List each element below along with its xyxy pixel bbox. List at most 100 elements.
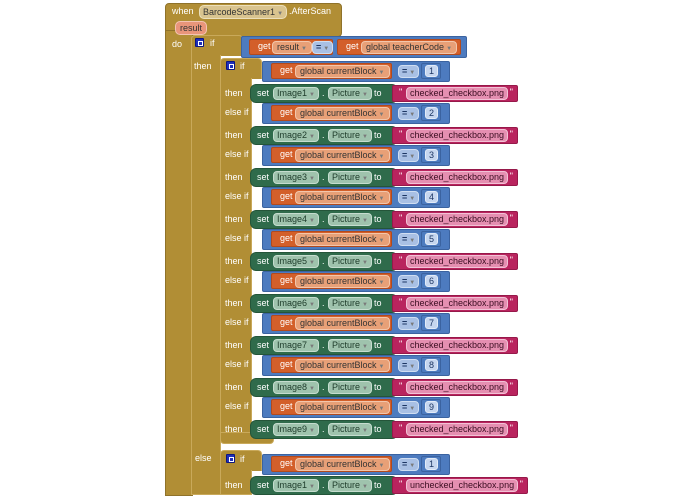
component-dropdown[interactable]: Image3 ▼: [273, 171, 319, 184]
property-dropdown[interactable]: Picture ▼: [328, 213, 372, 226]
property-dropdown[interactable]: Picture ▼: [328, 339, 372, 352]
operator-dropdown[interactable]: = ▼: [398, 317, 420, 330]
operator-dropdown[interactable]: = ▼: [398, 401, 420, 414]
property-dropdown[interactable]: Picture ▼: [328, 479, 372, 492]
text-value[interactable]: checked_checkbox.png: [406, 87, 509, 100]
component-dropdown[interactable]: Image4 ▼: [273, 213, 319, 226]
mutator-gear-icon[interactable]: [195, 38, 204, 47]
operator-dropdown[interactable]: = ▼: [398, 107, 420, 120]
number-block[interactable]: 5: [421, 231, 441, 247]
number-value[interactable]: 8: [425, 359, 439, 371]
operator-dropdown[interactable]: = ▼: [398, 359, 420, 372]
number-block[interactable]: 1: [421, 456, 441, 472]
number-value[interactable]: 7: [425, 317, 439, 329]
mutator-gear-icon[interactable]: [226, 454, 235, 463]
property-dropdown[interactable]: Picture ▼: [328, 129, 372, 142]
text-value[interactable]: checked_checkbox.png: [406, 171, 509, 184]
get-currentblock-block[interactable]: get global currentBlock ▼: [271, 456, 392, 472]
number-value[interactable]: 1: [425, 65, 439, 77]
number-block[interactable]: 2: [421, 105, 441, 121]
get-currentblock-block[interactable]: get global currentBlock ▼: [271, 147, 392, 163]
var-dropdown-currentblock[interactable]: global currentBlock ▼: [295, 458, 390, 471]
text-block[interactable]: " checked_checkbox.png ": [392, 421, 518, 438]
text-block[interactable]: " checked_checkbox.png ": [392, 169, 518, 186]
operator-dropdown[interactable]: = ▼: [398, 233, 420, 246]
text-block[interactable]: " checked_checkbox.png ": [392, 295, 518, 312]
property-dropdown[interactable]: Picture ▼: [328, 423, 372, 436]
text-block[interactable]: " unchecked_checkbox.png ": [392, 477, 528, 494]
var-dropdown-currentblock[interactable]: global currentBlock ▼: [295, 149, 390, 162]
set-property-block[interactable]: set Image6 ▼. Picture ▼ to: [250, 294, 398, 313]
set-property-block[interactable]: set Image7 ▼. Picture ▼ to: [250, 336, 398, 355]
number-value[interactable]: 2: [425, 107, 439, 119]
get-currentblock-block[interactable]: get global currentBlock ▼: [271, 273, 392, 289]
operator-dropdown[interactable]: = ▼: [398, 458, 420, 471]
number-block[interactable]: 3: [421, 147, 441, 163]
text-block[interactable]: " checked_checkbox.png ": [392, 379, 518, 396]
get-teachercode-block[interactable]: get global teacherCode ▼: [337, 39, 461, 55]
component-dropdown[interactable]: Image1 ▼: [273, 479, 319, 492]
number-block[interactable]: 6: [421, 273, 441, 289]
get-currentblock-block[interactable]: get global currentBlock ▼: [271, 189, 392, 205]
set-property-block[interactable]: set Image3 ▼. Picture ▼ to: [250, 168, 398, 187]
set-property-block[interactable]: set Image8 ▼. Picture ▼ to: [250, 378, 398, 397]
var-dropdown-currentblock[interactable]: global currentBlock ▼: [295, 191, 390, 204]
operator-dropdown[interactable]: = ▼: [398, 149, 420, 162]
get-currentblock-block[interactable]: get global currentBlock ▼: [271, 399, 392, 415]
component-dropdown[interactable]: Image2 ▼: [273, 129, 319, 142]
text-value[interactable]: checked_checkbox.png: [406, 423, 509, 436]
var-dropdown-result[interactable]: result ▼: [272, 41, 312, 54]
component-dropdown[interactable]: BarcodeScanner1 ▼: [199, 5, 288, 19]
number-block[interactable]: 1: [421, 63, 441, 79]
number-value[interactable]: 6: [425, 275, 439, 287]
property-dropdown[interactable]: Picture ▼: [328, 297, 372, 310]
property-dropdown[interactable]: Picture ▼: [328, 87, 372, 100]
get-currentblock-block[interactable]: get global currentBlock ▼: [271, 231, 392, 247]
property-dropdown[interactable]: Picture ▼: [328, 381, 372, 394]
text-block[interactable]: " checked_checkbox.png ": [392, 253, 518, 270]
property-dropdown[interactable]: Picture ▼: [328, 171, 372, 184]
component-dropdown[interactable]: Image7 ▼: [273, 339, 319, 352]
number-block[interactable]: 7: [421, 315, 441, 331]
component-dropdown[interactable]: Image5 ▼: [273, 255, 319, 268]
set-property-block[interactable]: set Image1 ▼. Picture ▼ to: [250, 84, 398, 103]
number-value[interactable]: 5: [425, 233, 439, 245]
set-property-block[interactable]: set Image9 ▼. Picture ▼ to: [250, 420, 398, 439]
event-param-result[interactable]: result: [175, 21, 208, 35]
get-currentblock-block[interactable]: get global currentBlock ▼: [271, 105, 392, 121]
text-block[interactable]: " checked_checkbox.png ": [392, 85, 518, 102]
var-dropdown-currentblock[interactable]: global currentBlock ▼: [295, 359, 390, 372]
operator-dropdown[interactable]: = ▼: [398, 65, 420, 78]
property-dropdown[interactable]: Picture ▼: [328, 255, 372, 268]
component-dropdown[interactable]: Image8 ▼: [273, 381, 319, 394]
get-currentblock-block[interactable]: get global currentBlock ▼: [271, 315, 392, 331]
component-dropdown[interactable]: Image9 ▼: [273, 423, 319, 436]
set-property-block[interactable]: set Image1 ▼. Picture ▼ to: [250, 476, 398, 495]
number-block[interactable]: 9: [421, 399, 441, 415]
mutator-gear-icon[interactable]: [226, 61, 235, 70]
number-block[interactable]: 8: [421, 357, 441, 373]
set-property-block[interactable]: set Image2 ▼. Picture ▼ to: [250, 126, 398, 145]
var-dropdown-currentblock[interactable]: global currentBlock ▼: [295, 401, 390, 414]
operator-dropdown[interactable]: = ▼: [398, 191, 420, 204]
set-property-block[interactable]: set Image4 ▼. Picture ▼ to: [250, 210, 398, 229]
var-dropdown-currentblock[interactable]: global currentBlock ▼: [295, 317, 390, 330]
text-value[interactable]: checked_checkbox.png: [406, 297, 509, 310]
var-dropdown-currentblock[interactable]: global currentBlock ▼: [295, 233, 390, 246]
get-currentblock-block[interactable]: get global currentBlock ▼: [271, 357, 392, 373]
get-currentblock-block[interactable]: get global currentBlock ▼: [271, 63, 392, 79]
operator-dropdown[interactable]: = ▼: [312, 41, 334, 54]
text-value[interactable]: unchecked_checkbox.png: [406, 479, 519, 492]
var-dropdown-currentblock[interactable]: global currentBlock ▼: [295, 107, 390, 120]
text-value[interactable]: checked_checkbox.png: [406, 381, 509, 394]
var-dropdown-teachercode[interactable]: global teacherCode ▼: [361, 41, 458, 54]
number-value[interactable]: 3: [425, 149, 439, 161]
number-value[interactable]: 9: [425, 401, 439, 413]
var-dropdown-currentblock[interactable]: global currentBlock ▼: [295, 275, 390, 288]
set-property-block[interactable]: set Image5 ▼. Picture ▼ to: [250, 252, 398, 271]
component-dropdown[interactable]: Image1 ▼: [273, 87, 319, 100]
text-block[interactable]: " checked_checkbox.png ": [392, 127, 518, 144]
text-value[interactable]: checked_checkbox.png: [406, 255, 509, 268]
var-dropdown-currentblock[interactable]: global currentBlock ▼: [295, 65, 390, 78]
number-value[interactable]: 1: [425, 458, 439, 470]
